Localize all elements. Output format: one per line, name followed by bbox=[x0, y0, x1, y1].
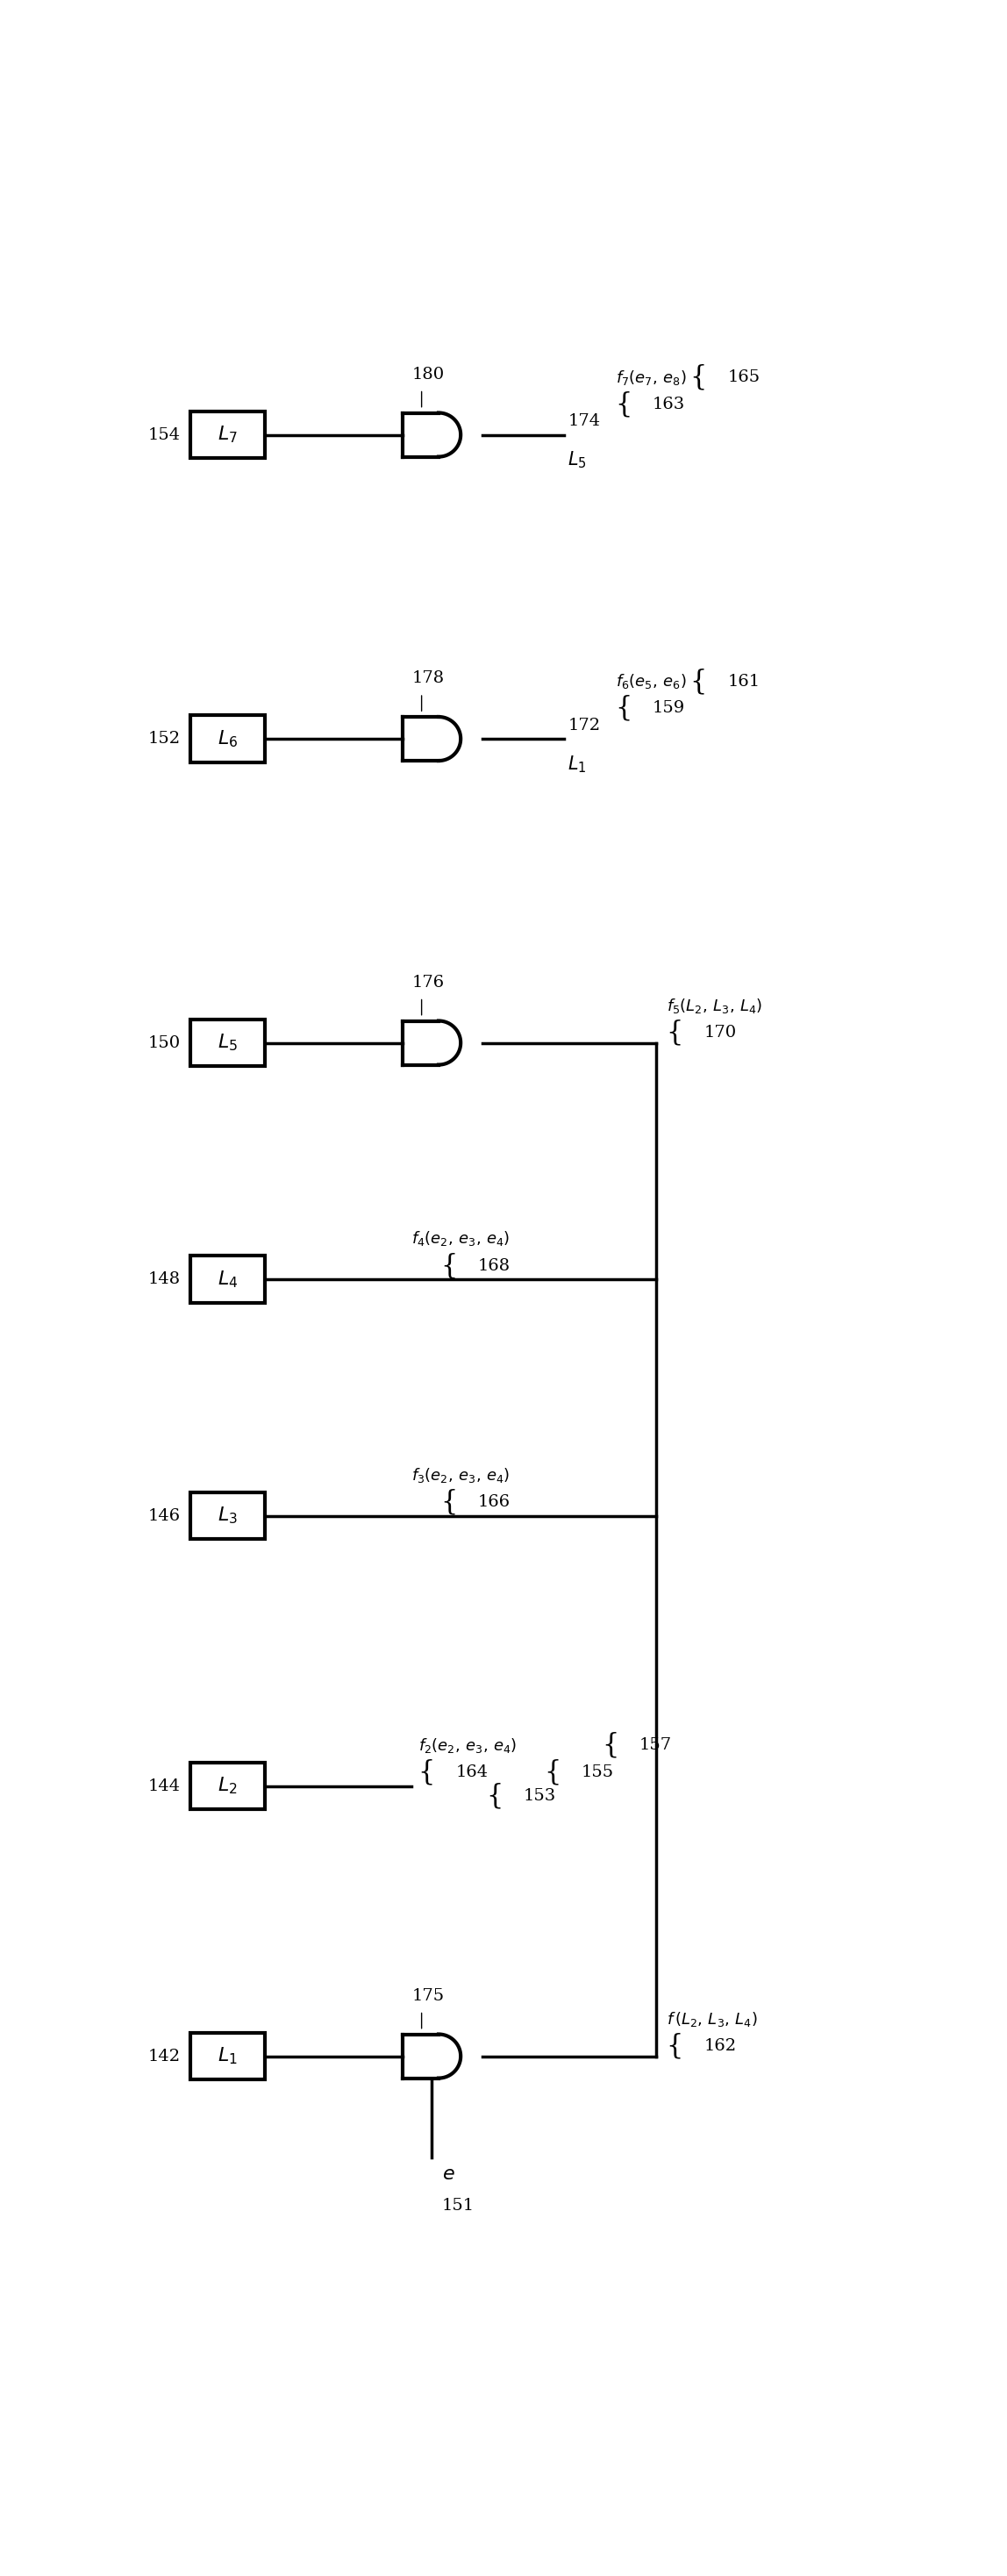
Text: 155: 155 bbox=[581, 1765, 614, 1780]
Bar bbox=[190, 716, 265, 762]
Text: $L_1$: $L_1$ bbox=[218, 2045, 238, 2066]
Text: $f_2(e_2,\,e_3,\,e_4)$: $f_2(e_2,\,e_3,\,e_4)$ bbox=[418, 1736, 517, 1754]
Bar bbox=[190, 1492, 265, 1540]
Text: 164: 164 bbox=[455, 1765, 488, 1780]
Text: $L_1$: $L_1$ bbox=[568, 755, 587, 775]
Text: $L_4$: $L_4$ bbox=[218, 1270, 238, 1291]
Text: 152: 152 bbox=[148, 732, 180, 747]
Text: $f_7(e_7,\,e_8)$: $f_7(e_7,\,e_8)$ bbox=[615, 368, 686, 386]
Text: $f_3(e_2,\,e_3,\,e_4)$: $f_3(e_2,\,e_3,\,e_4)$ bbox=[412, 1466, 510, 1484]
Text: {: { bbox=[667, 2032, 684, 2061]
Text: 150: 150 bbox=[148, 1036, 180, 1051]
Text: {: { bbox=[615, 392, 632, 417]
Text: $f_5(L_2,\,L_3,\,L_4)$: $f_5(L_2,\,L_3,\,L_4)$ bbox=[667, 997, 762, 1015]
Text: 146: 146 bbox=[148, 1507, 180, 1522]
Text: $f\,(L_2,\,L_3,\,L_4)$: $f\,(L_2,\,L_3,\,L_4)$ bbox=[667, 2009, 757, 2027]
Text: {: { bbox=[440, 1252, 457, 1280]
Bar bbox=[190, 1020, 265, 1066]
Text: $L_5$: $L_5$ bbox=[568, 451, 587, 471]
Text: {: { bbox=[544, 1759, 561, 1785]
Text: 174: 174 bbox=[568, 412, 600, 430]
Text: $L_5$: $L_5$ bbox=[218, 1033, 238, 1054]
Text: 144: 144 bbox=[148, 1777, 180, 1793]
Bar bbox=[190, 412, 265, 459]
Text: $f_6(e_5,\,e_6)$: $f_6(e_5,\,e_6)$ bbox=[615, 672, 686, 690]
Text: 180: 180 bbox=[412, 366, 445, 381]
Text: 175: 175 bbox=[412, 1989, 445, 2004]
Text: 170: 170 bbox=[704, 1025, 736, 1041]
Text: 168: 168 bbox=[477, 1257, 511, 1273]
Text: 153: 153 bbox=[524, 1788, 556, 1803]
Text: {: { bbox=[486, 1783, 504, 1811]
Text: $L_2$: $L_2$ bbox=[218, 1775, 238, 1795]
Text: $f_4(e_2,\,e_3,\,e_4)$: $f_4(e_2,\,e_3,\,e_4)$ bbox=[412, 1229, 510, 1247]
Text: 166: 166 bbox=[477, 1494, 511, 1510]
Text: 148: 148 bbox=[148, 1273, 180, 1288]
Bar bbox=[190, 2032, 265, 2079]
Text: {: { bbox=[615, 696, 632, 721]
Text: $L_3$: $L_3$ bbox=[218, 1504, 238, 1525]
Text: {: { bbox=[440, 1489, 457, 1515]
Text: {: { bbox=[418, 1759, 435, 1785]
Text: 159: 159 bbox=[653, 701, 686, 716]
Text: 162: 162 bbox=[704, 2038, 736, 2053]
Text: {: { bbox=[690, 363, 707, 392]
Text: 165: 165 bbox=[727, 368, 760, 386]
Text: 163: 163 bbox=[653, 397, 686, 412]
Text: 154: 154 bbox=[148, 428, 180, 443]
Bar bbox=[190, 1255, 265, 1303]
Text: $e$: $e$ bbox=[442, 2164, 455, 2184]
Text: {: { bbox=[690, 667, 707, 696]
Text: {: { bbox=[667, 1020, 684, 1046]
Text: 151: 151 bbox=[442, 2197, 474, 2213]
Text: 176: 176 bbox=[412, 974, 445, 989]
Text: 178: 178 bbox=[412, 670, 445, 685]
Text: 161: 161 bbox=[727, 672, 760, 690]
Text: 142: 142 bbox=[148, 2048, 180, 2063]
Text: {: { bbox=[602, 1731, 618, 1759]
Text: $L_6$: $L_6$ bbox=[218, 729, 238, 750]
Bar bbox=[190, 1762, 265, 1808]
Text: 172: 172 bbox=[568, 716, 600, 734]
Text: $L_7$: $L_7$ bbox=[218, 425, 238, 446]
Text: 157: 157 bbox=[639, 1739, 672, 1754]
